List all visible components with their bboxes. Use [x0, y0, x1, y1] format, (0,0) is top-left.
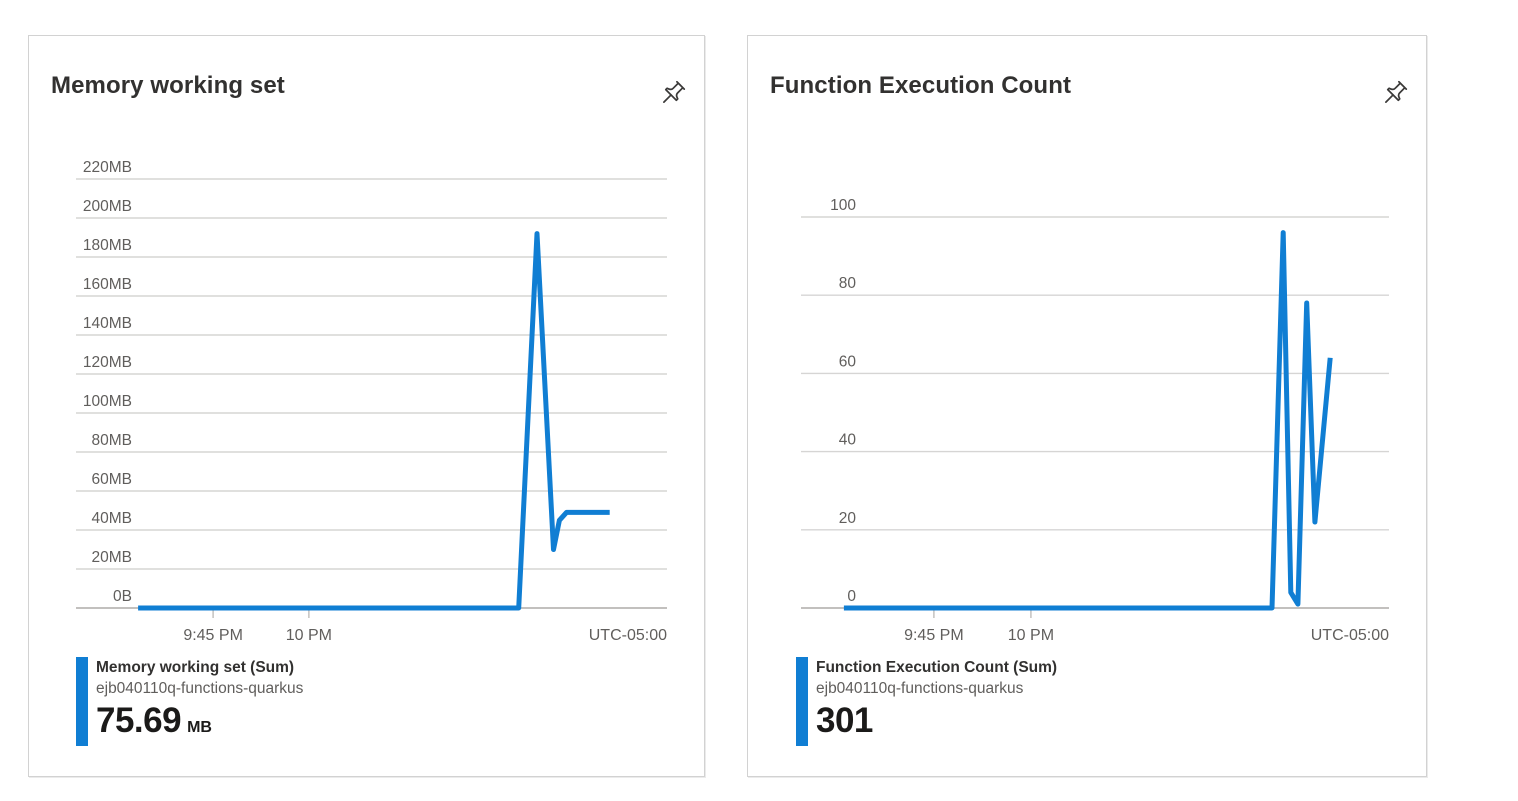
x-axis-tick-label: 10 PM: [1008, 627, 1054, 644]
legend-metric-name: Function Execution Count (Sum): [816, 659, 1058, 676]
y-axis-tick-label: 220MB: [83, 159, 132, 176]
legend-color-bar: [76, 657, 88, 746]
chart-title: Memory working set: [51, 72, 285, 99]
y-axis-tick-label: 40MB: [92, 510, 133, 527]
pin-icon: [1385, 80, 1408, 103]
y-axis-tick-label: 200MB: [83, 198, 132, 215]
metric-line-series: [138, 231, 610, 611]
x-axis-tick-label: 9:45 PM: [183, 627, 243, 644]
legend-value-number: 301: [816, 701, 873, 740]
legend-text: Memory working set (Sum) ejb040110q-func…: [96, 657, 303, 746]
legend-function-execution-count: Function Execution Count (Sum) ejb040110…: [796, 657, 1057, 746]
y-axis-tick-label: 80MB: [92, 432, 133, 449]
legend-aggregate-value: 75.69 MB: [96, 702, 303, 746]
y-axis-tick-label: 160MB: [83, 276, 132, 293]
utc-offset-label: UTC-05:00: [589, 627, 667, 644]
legend-metric-name: Memory working set (Sum): [96, 659, 295, 676]
function-execution-count-chart: 100 80 60 40 20 0 9:45 PM 10 PM UTC-05:00: [801, 197, 1389, 644]
pin-to-dashboard-button[interactable]: [652, 74, 692, 114]
y-axis-tick-label: 20MB: [92, 549, 133, 566]
y-axis-tick-label: 60: [839, 353, 857, 370]
y-axis-tick-label: 100MB: [83, 393, 132, 410]
legend-value-unit: MB: [187, 719, 212, 736]
pin-to-dashboard-button[interactable]: [1374, 74, 1414, 114]
legend-text: Function Execution Count (Sum) ejb040110…: [816, 657, 1057, 746]
legend-aggregate-value: 301: [816, 702, 1057, 746]
legend-color-bar: [796, 657, 808, 746]
x-axis-tick-label: 10 PM: [286, 627, 332, 644]
legend-memory-working-set: Memory working set (Sum) ejb040110q-func…: [76, 657, 303, 746]
y-axis-tick-label: 20: [839, 510, 857, 527]
y-axis-tick-label: 180MB: [83, 237, 132, 254]
legend-resource-name: ejb040110q-functions-quarkus: [96, 680, 304, 697]
legend-value-number: 75.69: [96, 701, 182, 740]
y-axis-tick-label: 60MB: [92, 471, 133, 488]
metric-card-memory-working-set: Memory working set 220MB 200MB 180MB 160MB 1…: [28, 35, 705, 777]
metric-line-series: [843, 230, 1333, 611]
y-axis-tick-label: 100: [830, 197, 856, 214]
y-axis-tick-label: 80: [839, 275, 857, 292]
memory-working-set-chart: 220MB 200MB 180MB 160MB 140MB 120MB 100MB 80MB 6…: [76, 159, 667, 644]
legend-resource-name: ejb040110q-functions-quarkus: [816, 680, 1024, 697]
y-axis-tick-label: 120MB: [83, 354, 132, 371]
y-axis-tick-label: 0B: [113, 588, 132, 605]
x-axis-tick-label: 9:45 PM: [904, 627, 964, 644]
utc-offset-label: UTC-05:00: [1311, 627, 1389, 644]
chart-title: Function Execution Count: [770, 72, 1072, 99]
y-axis-tick-label: 0: [847, 588, 856, 605]
metric-card-function-execution-count: Function Execution Count 100 80 60 40 20 0 9:4…: [747, 35, 1427, 777]
y-axis-tick-label: 40: [839, 432, 857, 449]
y-axis-tick-label: 140MB: [83, 315, 132, 332]
pin-icon: [663, 80, 686, 103]
